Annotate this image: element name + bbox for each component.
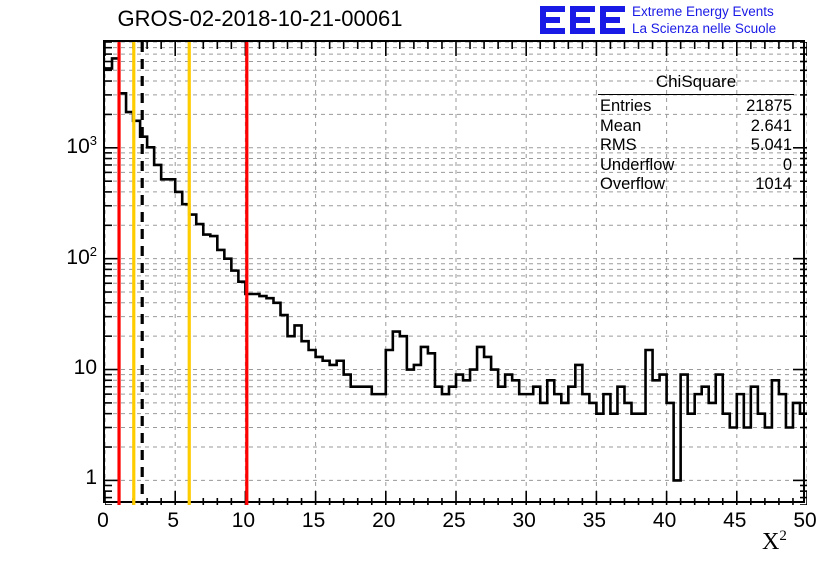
y-tick-exponent: 3 <box>89 132 97 148</box>
page-title: GROS-02-2018-10-21-00061 <box>117 6 403 31</box>
histogram-curve <box>105 57 807 482</box>
stats-box: ChiSquare Entries 21875 Mean 2.641 RMS 5.041 U… <box>592 72 800 195</box>
marker-lines <box>117 42 249 505</box>
x-tick-label-25: 25 <box>442 509 466 532</box>
x-axis-title-base: Χ <box>762 529 780 555</box>
x-tick-label-5: 5 <box>167 509 180 532</box>
stats-rows: Entries 21875 Mean 2.641 RMS 5.041 Underflow 0 O… <box>592 97 800 195</box>
x-tick-label-20: 20 <box>372 509 396 532</box>
y-tick-mantissa: 10 <box>66 245 90 269</box>
axis-ticks <box>105 42 807 505</box>
y-tick-mantissa: 10 <box>66 134 90 158</box>
stats-row-value: 5.041 <box>750 136 792 154</box>
stats-row-value: 0 <box>782 155 792 174</box>
stats-row: Entries 21875 <box>592 97 800 117</box>
y-tick-label-1: 1 <box>41 466 97 490</box>
y-tick-label-100: 102 <box>41 244 97 270</box>
stats-row-value: 1014 <box>755 175 792 193</box>
x-tick-label-40: 40 <box>652 509 677 532</box>
stats-row-name: Entries <box>600 97 652 115</box>
x-tick-label-15: 15 <box>301 509 326 532</box>
x-tick-label-50: 50 <box>793 509 817 532</box>
histogram-plot <box>105 42 807 505</box>
x-axis-title-exponent: 2 <box>779 528 787 544</box>
y-tick-mantissa: 1 <box>85 466 97 490</box>
x-tick-label-45: 45 <box>723 509 747 532</box>
stats-row: Mean 2.641 <box>592 117 800 137</box>
y-tick-mantissa: 10 <box>73 355 97 379</box>
stats-row-name: RMS <box>600 136 637 154</box>
eee-logo: Extreme Energy Events La Scienza nelle S… <box>540 2 836 42</box>
stats-row-value: 2.641 <box>750 116 792 135</box>
x-tick-label-35: 35 <box>582 509 607 532</box>
stats-row: RMS 5.041 <box>592 136 800 156</box>
x-tick-label-10: 10 <box>231 509 256 532</box>
eee-logo-line2: La Scienza nelle Scuole <box>632 21 777 36</box>
stats-row: Underflow 0 <box>592 156 800 176</box>
x-tick-label-0: 0 <box>97 509 109 532</box>
y-tick-exponent: 2 <box>89 243 97 259</box>
eee-logo-mark <box>540 6 625 34</box>
stats-row-name: Mean <box>600 116 642 135</box>
eee-logo-line1: Extreme Energy Events <box>632 4 774 19</box>
stats-row-name: Overflow <box>600 175 666 193</box>
stats-row-value: 21875 <box>746 97 792 115</box>
plot-frame <box>103 40 807 505</box>
y-tick-label-10: 10 <box>41 356 97 380</box>
stats-title: ChiSquare <box>655 72 737 91</box>
x-axis-title: Χ2 <box>762 528 787 556</box>
stats-divider <box>598 94 794 95</box>
stats-row-name: Underflow <box>600 155 675 174</box>
y-tick-label-1000: 103 <box>41 133 97 159</box>
stats-row: Overflow 1014 <box>592 175 800 195</box>
x-tick-label-30: 30 <box>512 509 536 532</box>
